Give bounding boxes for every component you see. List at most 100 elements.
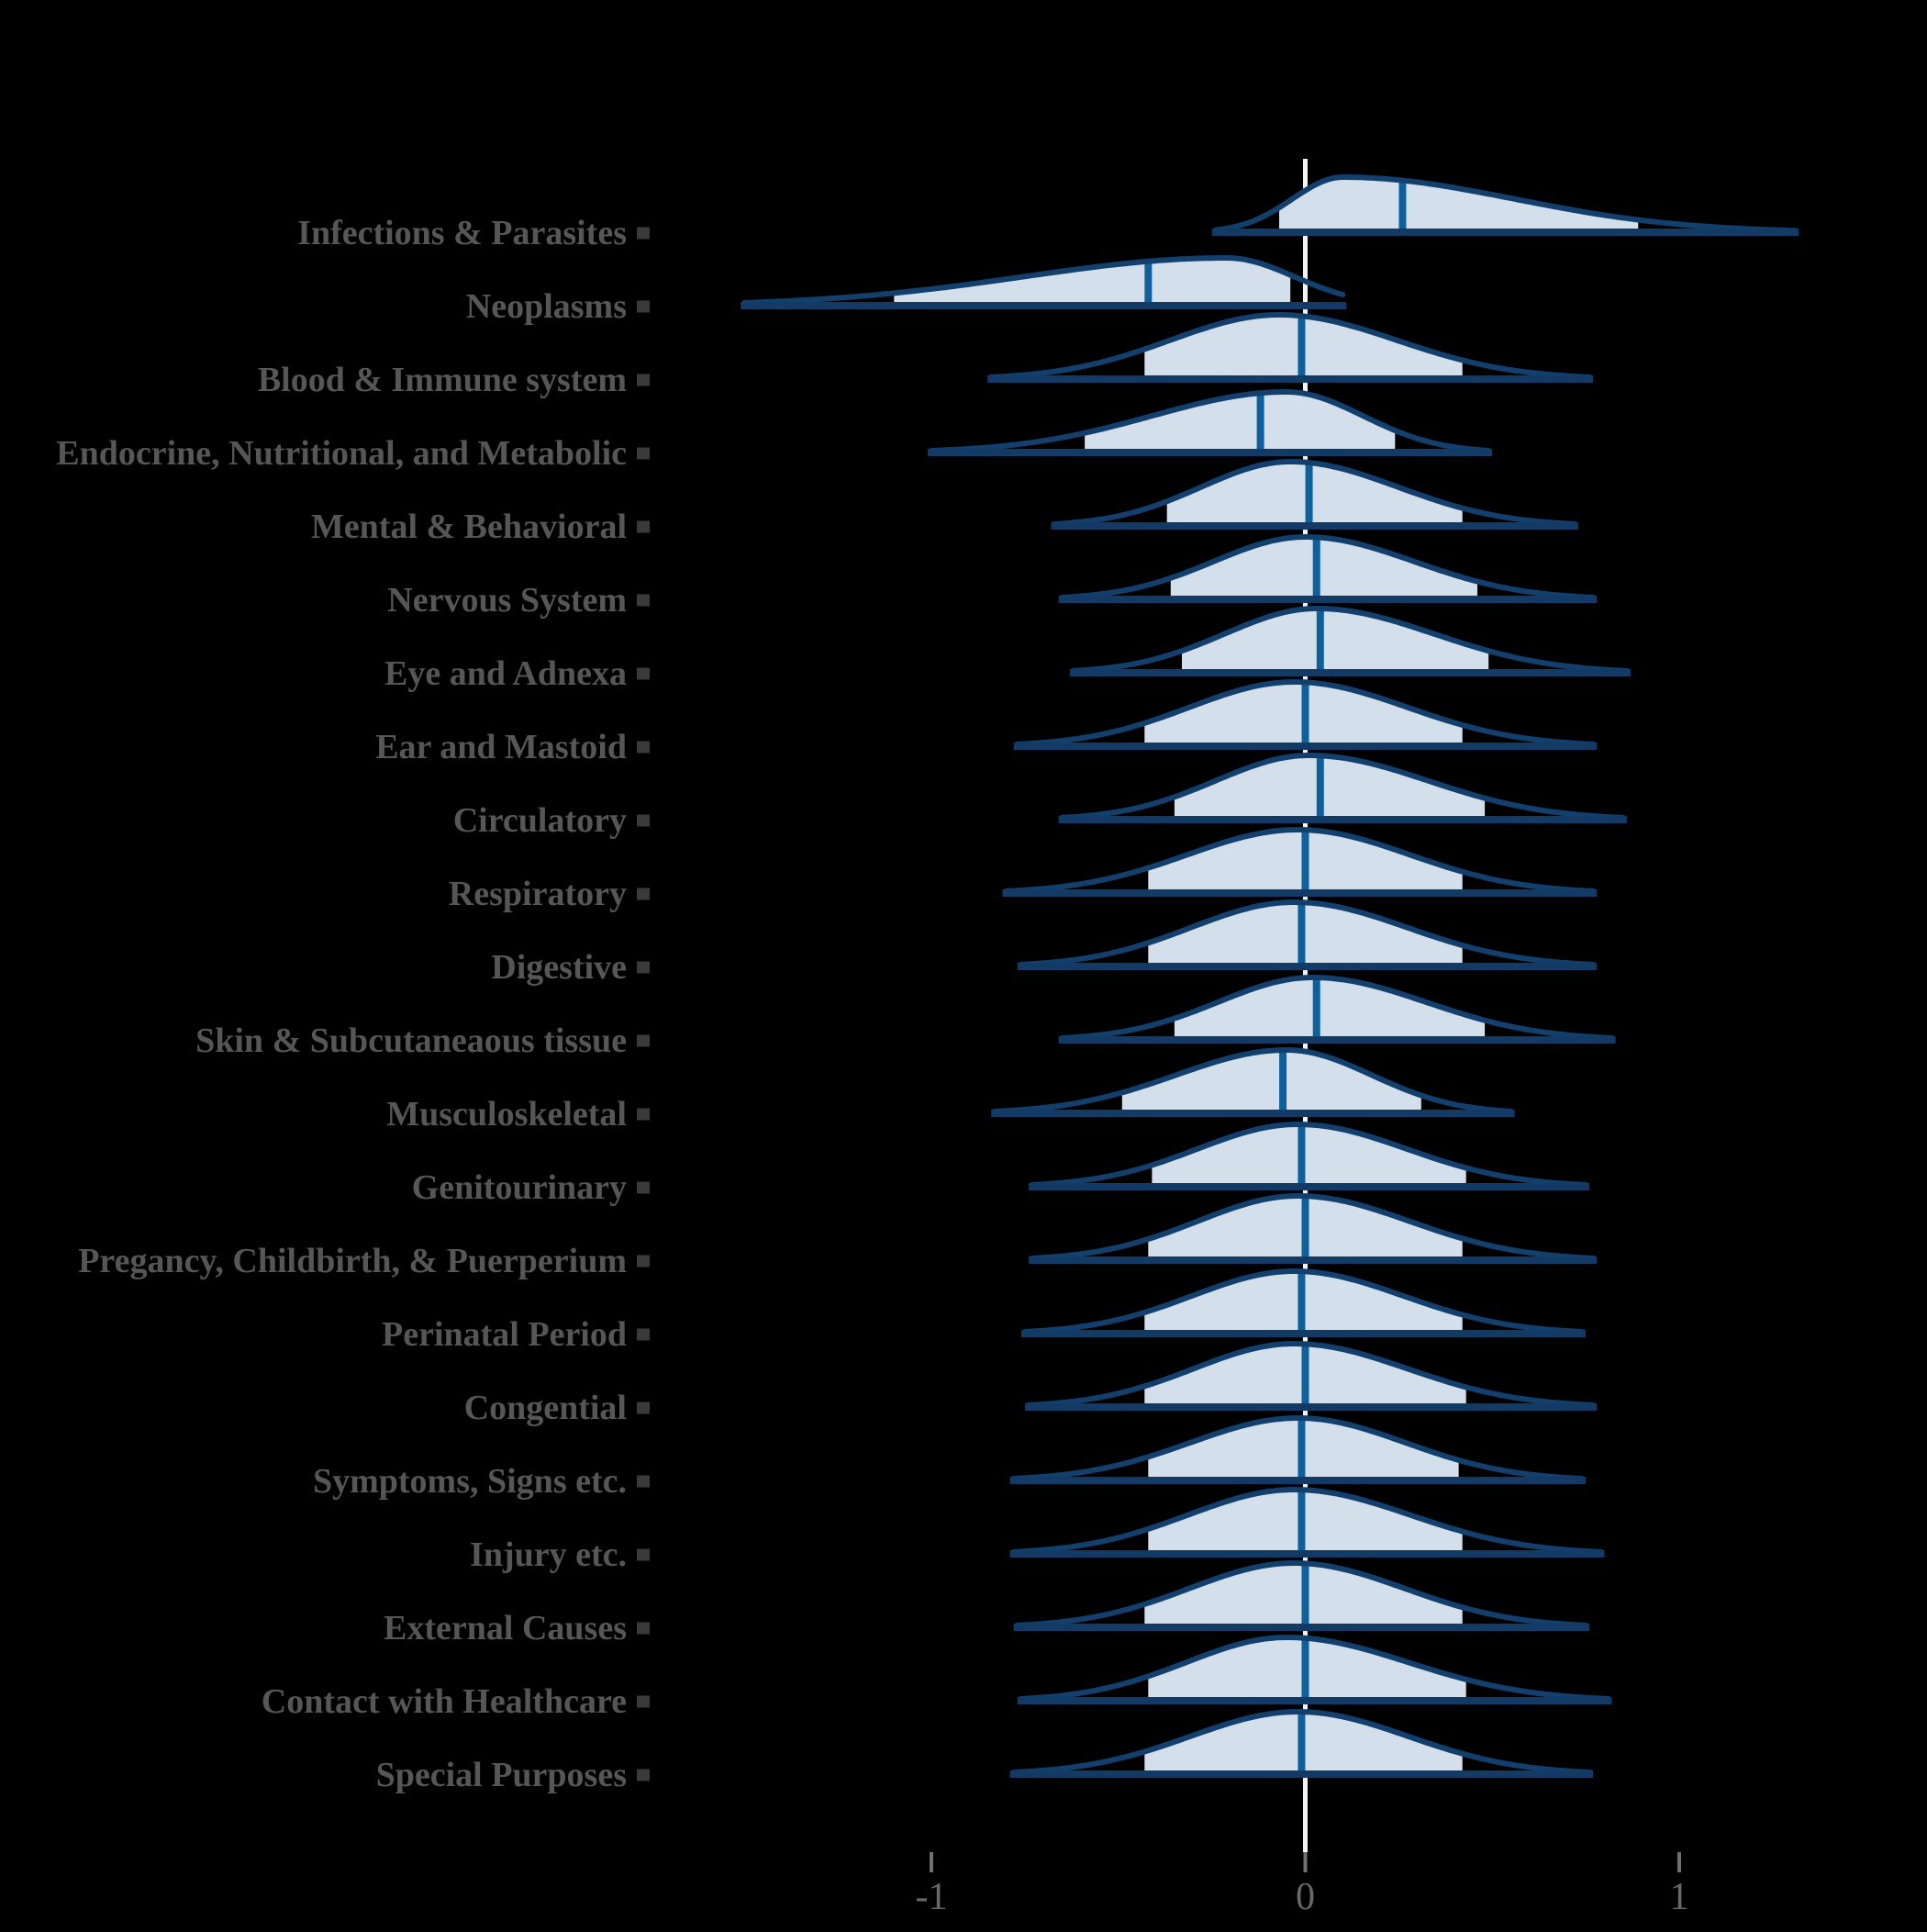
density-row: Respiratory <box>449 827 1598 913</box>
category-label: Neoplasms <box>466 287 627 326</box>
category-label: Genitourinary <box>412 1168 627 1207</box>
density-fill <box>1174 755 1486 820</box>
category-label: Mental & Behavioral <box>311 508 627 546</box>
density-row: Pregancy, Childbirth, & Puerperium <box>78 1193 1598 1280</box>
density-outline <box>1021 1268 1585 1335</box>
density-outline <box>1059 753 1626 821</box>
category-marker <box>637 300 650 313</box>
category-label: Endocrine, Nutritional, and Metabolic <box>56 434 627 473</box>
category-marker <box>637 1475 650 1488</box>
category-label: Blood & Immune system <box>258 361 627 399</box>
category-marker <box>637 741 650 754</box>
density-outline <box>1030 1122 1589 1188</box>
density-row: Mental & Behavioral <box>311 459 1578 546</box>
category-marker <box>637 1622 650 1635</box>
density-outline <box>1030 1193 1597 1261</box>
category-marker <box>637 1402 650 1414</box>
category-label: Congential <box>464 1389 627 1427</box>
density-fill <box>1166 462 1463 526</box>
x-axis-tick-label: -1 <box>916 1876 948 1918</box>
density-fill <box>1174 977 1486 1040</box>
density-outline <box>1212 174 1799 234</box>
category-marker <box>637 667 650 680</box>
category-label: Skin & Subcutaneaous tissue <box>195 1022 627 1060</box>
density-row: Genitourinary <box>412 1122 1590 1207</box>
category-label: Musculoskeletal <box>386 1095 627 1134</box>
density-outline <box>1003 827 1597 894</box>
density-outline <box>988 312 1593 380</box>
density-fill <box>1170 537 1477 599</box>
category-label: External Causes <box>384 1609 627 1647</box>
category-label: Infections & Parasites <box>297 214 627 252</box>
density-outline <box>1059 534 1597 600</box>
category-marker <box>637 1328 650 1341</box>
density-fill <box>1279 177 1639 232</box>
category-label: Nervous System <box>387 581 627 620</box>
category-label: Ear and Mastoid <box>375 728 627 766</box>
category-marker <box>637 1255 650 1268</box>
density-outline <box>1010 1415 1585 1481</box>
density-fill <box>1148 902 1463 966</box>
density-outline <box>1059 975 1615 1041</box>
density-row: Digestive <box>491 899 1598 987</box>
category-marker <box>637 1548 650 1561</box>
density-fill <box>1085 392 1396 452</box>
category-marker <box>637 1181 650 1194</box>
density-fill <box>1152 1124 1466 1187</box>
density-row: Ear and Mastoid <box>375 679 1598 766</box>
category-marker <box>637 1695 650 1708</box>
category-label: Contact with Healthcare <box>262 1682 627 1721</box>
category-label: Perinatal Period <box>382 1315 627 1354</box>
density-outline <box>929 389 1492 453</box>
x-axis-tick-label: 1 <box>1670 1876 1689 1918</box>
density-outline <box>1010 1487 1604 1555</box>
density-row: External Causes <box>384 1560 1590 1647</box>
density-row: Nervous System <box>387 534 1598 620</box>
x-axis-tick-label: 0 <box>1296 1876 1315 1918</box>
density-outline <box>1070 606 1630 674</box>
density-outline <box>1026 1341 1597 1408</box>
category-marker <box>637 520 650 533</box>
density-row: Infections & Parasites <box>297 174 1799 252</box>
density-row: Neoplasms <box>466 255 1347 326</box>
density-row: Skin & Subcutaneaous tissue <box>195 975 1616 1060</box>
density-row: Eye and Adnexa <box>384 606 1631 693</box>
density-row: Injury etc. <box>470 1487 1605 1574</box>
category-marker <box>637 814 650 827</box>
category-label: Digestive <box>491 948 627 987</box>
category-label: Circulatory <box>453 801 627 840</box>
category-marker <box>637 594 650 607</box>
density-outline <box>1014 679 1597 747</box>
density-row: Contact with Healthcare <box>262 1635 1612 1721</box>
density-row: Symptoms, Signs etc. <box>313 1415 1587 1501</box>
category-marker <box>637 1034 650 1047</box>
category-marker <box>637 227 650 240</box>
density-outline <box>1052 459 1577 527</box>
category-marker <box>637 888 650 900</box>
density-outline <box>1018 899 1597 967</box>
category-marker <box>637 961 650 974</box>
category-label: Pregancy, Childbirth, & Puerperium <box>78 1242 627 1280</box>
category-label: Symptoms, Signs etc. <box>313 1462 627 1501</box>
category-label: Respiratory <box>449 875 627 913</box>
density-outline <box>1010 1709 1593 1775</box>
density-fill <box>894 258 1291 306</box>
density-row: Perinatal Period <box>382 1268 1587 1354</box>
density-outline <box>741 255 1346 306</box>
density-row: Congential <box>464 1341 1598 1427</box>
density-row: Special Purposes <box>376 1709 1594 1794</box>
density-row: Musculoskeletal <box>386 1047 1515 1134</box>
category-label: Special Purposes <box>376 1756 627 1794</box>
density-outline <box>1018 1635 1611 1702</box>
density-outline <box>992 1047 1514 1114</box>
density-outline <box>1014 1560 1589 1628</box>
density-row: Circulatory <box>453 753 1627 840</box>
category-marker <box>637 447 650 460</box>
density-row: Endocrine, Nutritional, and Metabolic <box>56 389 1493 473</box>
category-label: Injury etc. <box>470 1536 627 1574</box>
category-marker <box>637 1769 650 1781</box>
category-marker <box>637 1108 650 1121</box>
